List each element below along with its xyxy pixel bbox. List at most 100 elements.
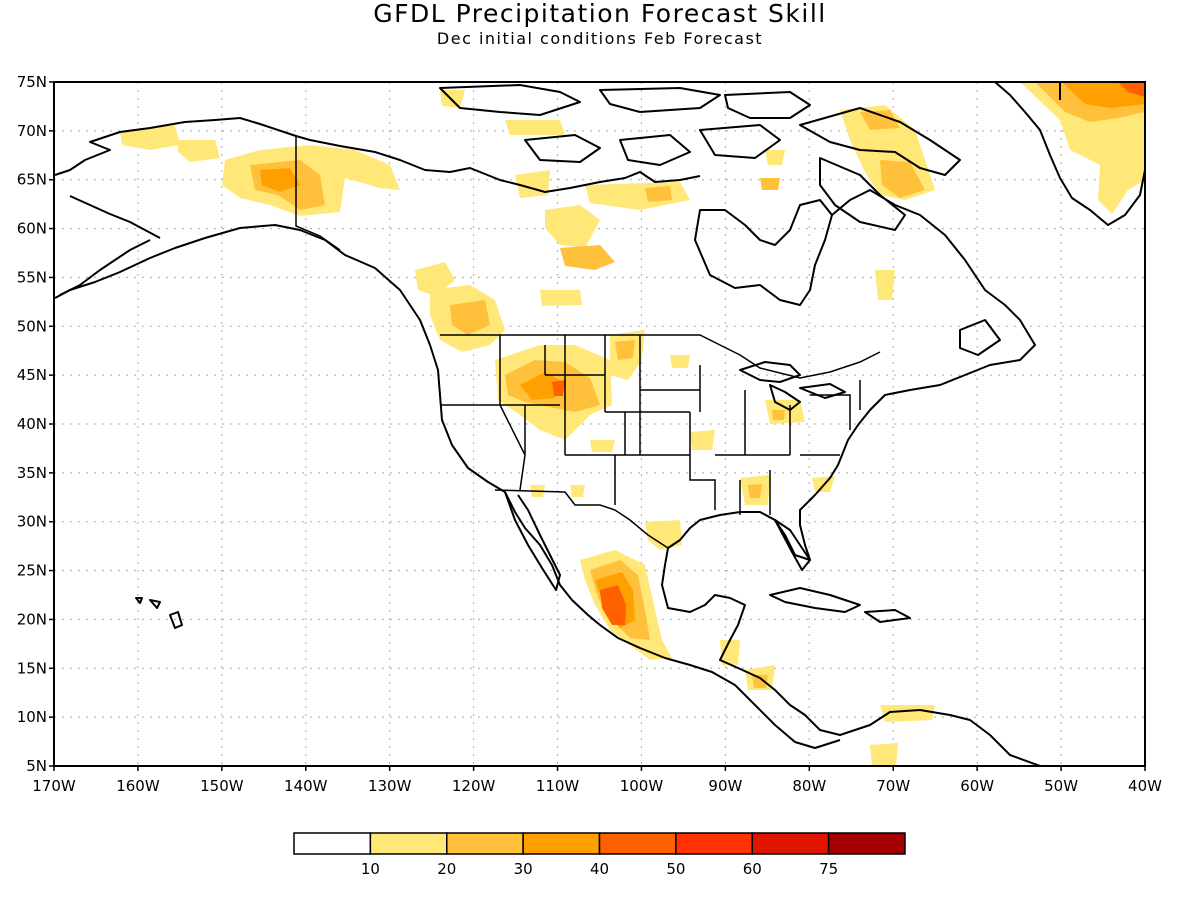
- arctic-island: [799, 107, 961, 176]
- skill-patch: [570, 485, 585, 497]
- newfoundland: [959, 319, 1001, 356]
- cuba: [769, 587, 861, 613]
- colorbar-swatch: [598, 832, 677, 855]
- skill-patch: [1118, 82, 1145, 97]
- skill-patch: [645, 186, 672, 202]
- colorbar-swatch: [827, 832, 906, 855]
- lon-tick-label: 80W: [792, 777, 826, 795]
- colorbar-swatch: [446, 832, 524, 855]
- skill-patch: [870, 743, 898, 766]
- alaska-canada-border: [295, 136, 341, 251]
- lon-tick-label: 140W: [284, 777, 328, 795]
- skill-patch: [860, 110, 900, 130]
- lon-tick-label: 100W: [620, 777, 664, 795]
- lat-tick-label: 60N: [17, 220, 47, 238]
- skill-patch: [552, 380, 565, 396]
- skill-patch: [748, 484, 762, 498]
- skill-patch: [760, 178, 780, 190]
- skill-patch: [752, 675, 768, 688]
- lat-tick-label: 30N: [17, 513, 47, 531]
- skill-patch: [415, 262, 455, 296]
- colorbar-label: 40: [590, 860, 609, 878]
- colorbar: 10 20 30 40 50 60 75: [293, 832, 906, 878]
- lon-tick-label: 150W: [200, 777, 244, 795]
- alaska-coastline: [54, 117, 701, 346]
- lon-tick-label: 160W: [116, 777, 160, 795]
- lon-tick-label: 60W: [960, 777, 994, 795]
- colorbar-label: 10: [361, 860, 380, 878]
- lat-tick-label: 15N: [17, 659, 47, 677]
- colorbar-label: 50: [666, 860, 685, 878]
- skill-patch: [600, 585, 626, 625]
- lat-tick-label: 5N: [26, 757, 47, 775]
- skill-patch: [615, 340, 635, 360]
- coastlines: [54, 82, 1145, 766]
- lon-tick-label: 50W: [1044, 777, 1078, 795]
- skill-patch: [765, 150, 785, 165]
- skill-patch: [645, 520, 682, 550]
- lat-tick-label: 40N: [17, 415, 47, 433]
- axis-ticks: 75N 70N 65N 60N 55N 50N 45N 40N 35N 30N 25N 20N 15N 1…: [17, 73, 1162, 795]
- state-borders: [440, 335, 861, 515]
- lon-tick-label: 110W: [536, 777, 580, 795]
- arctic-island: [619, 134, 691, 166]
- lon-tick-label: 130W: [368, 777, 412, 795]
- lat-tick-label: 55N: [17, 268, 47, 286]
- chart-title: GFDL Precipitation Forecast Skill: [373, 0, 827, 28]
- lat-tick-label: 35N: [17, 464, 47, 482]
- skill-patch: [585, 182, 690, 210]
- skill-patch: [590, 440, 615, 452]
- skill-patch: [260, 168, 300, 192]
- hudson-bay: [694, 199, 833, 306]
- colorbar-label: 20: [437, 860, 456, 878]
- lon-tick-label: 170W: [32, 777, 76, 795]
- skill-patch: [880, 160, 925, 198]
- skill-patch: [720, 640, 740, 665]
- lon-tick-label: 90W: [708, 777, 742, 795]
- colorbar-label: 60: [743, 860, 762, 878]
- skill-patch: [450, 300, 490, 335]
- lat-tick-label: 10N: [17, 708, 47, 726]
- west-coast: [429, 344, 841, 749]
- arctic-island: [439, 84, 581, 116]
- lat-tick-label: 20N: [17, 610, 47, 628]
- canada-east-coast: [661, 189, 1041, 766]
- skill-patch: [670, 355, 690, 368]
- chart-subtitle: Dec initial conditions Feb Forecast: [436, 29, 764, 48]
- hispaniola: [864, 609, 911, 623]
- arctic-island: [699, 124, 781, 159]
- lat-tick-label: 70N: [17, 122, 47, 140]
- skill-patch: [545, 205, 600, 248]
- baffin-island: [819, 157, 906, 231]
- skill-patch: [505, 120, 565, 135]
- us-canada-border: [440, 334, 881, 379]
- baja-california: [504, 491, 561, 591]
- florida: [774, 519, 811, 571]
- lat-tick-label: 65N: [17, 171, 47, 189]
- lon-tick-label: 70W: [876, 777, 910, 795]
- hawaii: [135, 597, 183, 629]
- lon-tick-label: 40W: [1128, 777, 1162, 795]
- colorbar-swatch: [522, 832, 601, 855]
- political-borders: [295, 136, 881, 549]
- lat-tick-label: 75N: [17, 73, 47, 91]
- us-mexico-border: [494, 489, 669, 549]
- skill-shading: [120, 82, 1145, 766]
- skill-patch: [560, 245, 615, 270]
- colorbar-swatch: [751, 832, 830, 855]
- arctic-island: [524, 134, 601, 163]
- skill-patch: [515, 170, 550, 198]
- arctic-island: [724, 91, 811, 119]
- skill-patch: [690, 430, 715, 450]
- lat-tick-label: 45N: [17, 366, 47, 384]
- lat-tick-label: 25N: [17, 562, 47, 580]
- skill-patch: [772, 410, 785, 420]
- skill-patch: [520, 372, 560, 400]
- skill-patch: [1062, 82, 1145, 108]
- alaska-peninsula: [59, 195, 161, 296]
- colorbar-swatch: [675, 832, 753, 855]
- colorbar-swatch: [369, 832, 448, 855]
- lon-tick-label: 120W: [452, 777, 496, 795]
- skill-patch: [178, 140, 220, 162]
